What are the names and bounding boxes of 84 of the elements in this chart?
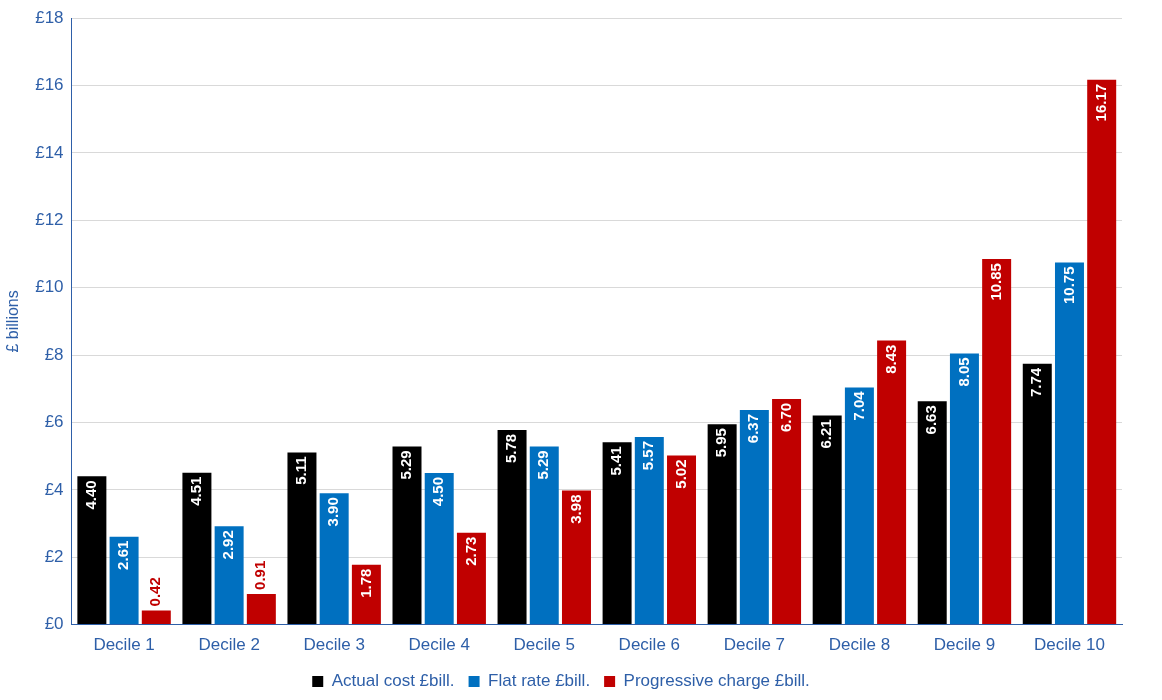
bar [949, 353, 979, 625]
bar [1022, 363, 1052, 625]
bar [772, 398, 802, 625]
y-tick-label: £8 [44, 344, 64, 364]
bar [982, 259, 1012, 625]
bar [1087, 79, 1117, 625]
data-label: 6.63 [922, 405, 940, 435]
data-label: 8.43 [881, 344, 899, 374]
data-label: 16.17 [1091, 83, 1109, 122]
x-tick-label: Decile 5 [513, 635, 575, 655]
x-tick-label: Decile 6 [618, 635, 681, 655]
data-label: 5.11 [292, 456, 310, 485]
x-tick-label: Decile 7 [723, 635, 786, 655]
legend-label: Actual cost £bill. [331, 671, 455, 691]
bar [812, 415, 842, 625]
bar [1054, 262, 1084, 625]
bar [141, 610, 171, 625]
bar [877, 340, 907, 625]
data-label: 5.95 [712, 428, 730, 458]
bar [602, 442, 632, 625]
y-tick-label: £10 [35, 277, 64, 297]
bar [392, 446, 422, 625]
data-label: 5.29 [397, 450, 415, 480]
data-label: 1.78 [356, 568, 374, 598]
bar [844, 387, 874, 625]
y-tick-label: £4 [44, 479, 64, 499]
y-tick-label: £16 [35, 75, 64, 95]
data-label: 3.90 [324, 497, 342, 527]
x-tick-label: Decile 10 [1034, 635, 1105, 655]
bar [319, 493, 349, 625]
bar [739, 410, 769, 625]
x-tick-label: Decile 3 [303, 635, 365, 655]
data-label: 4.50 [429, 477, 447, 507]
bar [214, 526, 244, 625]
x-tick-label: Decile 2 [198, 635, 260, 655]
data-label: 10.75 [1059, 266, 1077, 304]
y-tick-label: £18 [35, 7, 64, 27]
data-label: 8.05 [954, 357, 972, 387]
data-label: 5.41 [607, 446, 625, 476]
x-tick-label: Decile 4 [408, 635, 470, 655]
data-label: 3.98 [566, 494, 584, 524]
bar [246, 593, 276, 625]
bar [77, 476, 107, 625]
bar [182, 472, 212, 625]
y-tick-label: £6 [44, 412, 64, 432]
data-label: 5.29 [534, 450, 552, 480]
data-label: 6.37 [744, 414, 762, 444]
y-tick-label: £12 [35, 210, 64, 230]
data-label: 6.70 [776, 402, 794, 433]
data-label: 4.51 [187, 476, 205, 506]
data-label: 5.78 [502, 433, 520, 464]
data-label: 7.74 [1027, 367, 1045, 398]
bar [497, 429, 527, 625]
x-tick-label: Decile 9 [933, 635, 996, 655]
data-label: 5.57 [639, 440, 657, 471]
x-tick-label: Decile 8 [828, 635, 891, 655]
data-label: 2.92 [219, 530, 237, 560]
y-tick-label: £14 [35, 142, 64, 162]
data-label: 4.40 [82, 480, 100, 510]
bar [667, 455, 697, 625]
data-label: 2.73 [461, 536, 479, 566]
data-label: 0.91 [251, 560, 269, 590]
data-label: 10.85 [986, 263, 1004, 301]
bar [109, 536, 139, 625]
legend-label: Flat rate £bill. [488, 671, 591, 691]
data-label: 7.04 [849, 390, 867, 421]
data-label: 2.61 [114, 540, 132, 570]
bar [424, 473, 454, 625]
x-tick-label: Decile 1 [93, 635, 155, 655]
y-tick-label: £0 [44, 614, 64, 634]
bar [707, 424, 737, 625]
y-axis-title: £ billions [4, 290, 22, 353]
bar [287, 452, 317, 625]
bar [529, 446, 559, 625]
bar [561, 490, 591, 625]
bar [917, 401, 947, 625]
bar [634, 436, 664, 625]
bar [351, 564, 381, 625]
data-label: 5.02 [671, 459, 689, 489]
data-label: 0.42 [146, 577, 164, 607]
bar [456, 532, 486, 625]
y-tick-label: £2 [44, 546, 64, 566]
legend-label: Progressive charge £bill. [623, 671, 810, 691]
data-label: 6.21 [817, 419, 835, 449]
